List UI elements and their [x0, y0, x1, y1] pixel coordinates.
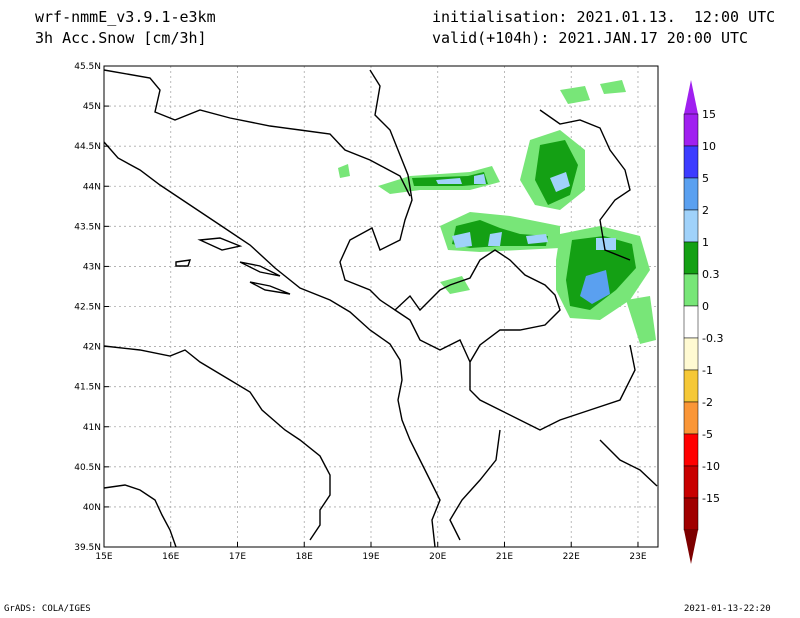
valid-time: valid(+104h): 2021.JAN.17 20:00 UTC	[432, 29, 749, 47]
border	[339, 69, 636, 431]
colorbar-swatch	[683, 113, 699, 147]
lat-label: 40.5N	[74, 463, 101, 473]
colorbar-label: 0	[702, 300, 709, 313]
colorbar-swatch	[683, 369, 699, 403]
snow-patch	[436, 178, 462, 184]
colorbar-label: -15	[702, 492, 720, 505]
coastline	[249, 281, 291, 295]
snow-patch	[580, 270, 610, 304]
lon-label: 15E	[95, 552, 112, 562]
lat-label: 40N	[83, 503, 101, 513]
border	[449, 429, 501, 541]
coastline	[103, 69, 411, 197]
snow-map: 45.5N 45N 44.5N 44N 43.5N 43N 42.5N 42N 41.5N 41N…	[74, 62, 723, 564]
snow-patch	[596, 238, 616, 250]
colorbar-swatch	[683, 401, 699, 435]
coastline	[239, 261, 281, 277]
colorbar-bottom-arrow	[684, 530, 698, 564]
colorbar-label: -0.3	[702, 332, 723, 345]
colorbar-swatch	[683, 305, 699, 339]
snow-patch	[440, 276, 470, 294]
colorbar-swatch	[683, 273, 699, 307]
colorbar-swatch	[683, 465, 699, 499]
snow-patch	[550, 172, 570, 192]
lat-label: 41.5N	[74, 383, 101, 393]
colorbar-swatch	[683, 145, 699, 179]
snow-patch	[560, 86, 590, 104]
lon-label: 19E	[362, 552, 379, 562]
lon-label: 22E	[563, 552, 580, 562]
lon-label: 21E	[496, 552, 513, 562]
snow-patch	[526, 234, 548, 244]
snow-patch	[626, 296, 656, 344]
border	[394, 309, 471, 363]
model-title: wrf-nmmE_v3.9.1-e3km	[35, 8, 216, 26]
lon-label: 16E	[162, 552, 179, 562]
lat-label: 45N	[83, 102, 101, 112]
coastlines	[103, 69, 441, 548]
field-title: 3h Acc.Snow [cm/3h]	[35, 29, 207, 47]
grads-credit: GrADS: COLA/IGES	[4, 604, 91, 614]
border	[599, 439, 658, 487]
colorbar-swatch	[683, 177, 699, 211]
lat-label: 44.5N	[74, 142, 101, 152]
colorbar-swatch	[683, 337, 699, 371]
colorbar-swatch	[683, 209, 699, 243]
colorbar-label: 5	[702, 172, 709, 185]
snow-patch	[474, 174, 486, 184]
lon-label: 23E	[629, 552, 646, 562]
snow-patch	[488, 232, 502, 246]
init-time: initialisation: 2021.01.13. 12:00 UTC	[432, 8, 776, 26]
lat-label: 43N	[83, 262, 101, 272]
colorbar-label: -10	[702, 460, 720, 473]
lat-label: 45.5N	[74, 62, 101, 72]
colorbar-label: 0.3	[702, 268, 720, 281]
colorbar-swatch	[683, 433, 699, 467]
colorbar-label: -2	[702, 396, 713, 409]
lon-labels: 15E 16E 17E 18E 19E 20E 21E 22E 23E	[95, 542, 647, 562]
colorbar-label: 15	[702, 108, 716, 121]
colorbar-label: 2	[702, 204, 709, 217]
colorbar-swatch	[683, 497, 699, 531]
lat-label: 41N	[83, 423, 101, 433]
colorbar-label: -1	[702, 364, 713, 377]
snow-patch	[600, 80, 626, 94]
colorbar-top-arrow	[684, 80, 698, 114]
coastline	[103, 484, 177, 548]
colorbar-swatch	[683, 241, 699, 275]
coastline	[103, 141, 441, 548]
border	[539, 109, 631, 261]
lat-label: 43.5N	[74, 222, 101, 232]
colorbar-label: -5	[702, 428, 713, 441]
lon-label: 20E	[429, 552, 446, 562]
lon-label: 18E	[296, 552, 313, 562]
snow-patch	[452, 232, 472, 248]
lat-labels: 45.5N 45N 44.5N 44N 43.5N 43N 42.5N 42N 41.5N 41N…	[74, 62, 109, 553]
colorbar: 15 10 5 2 1 0.3 0 -0.3 -1 -2 -5 -10 -15	[683, 80, 723, 564]
lat-label: 42N	[83, 343, 101, 353]
colorbar-label: 10	[702, 140, 716, 153]
render-timestamp: 2021-01-13-22:20	[684, 604, 771, 614]
snow-patch	[338, 164, 350, 178]
lat-label: 39.5N	[74, 543, 101, 553]
coastline	[103, 345, 331, 541]
coastline	[175, 259, 192, 267]
lat-label: 44N	[83, 182, 101, 192]
lat-label: 42.5N	[74, 303, 101, 313]
snow-field	[338, 80, 656, 344]
lon-label: 17E	[229, 552, 246, 562]
borders	[339, 69, 658, 541]
colorbar-label: 1	[702, 236, 709, 249]
coastline	[197, 237, 243, 251]
snow-patch	[535, 140, 578, 205]
